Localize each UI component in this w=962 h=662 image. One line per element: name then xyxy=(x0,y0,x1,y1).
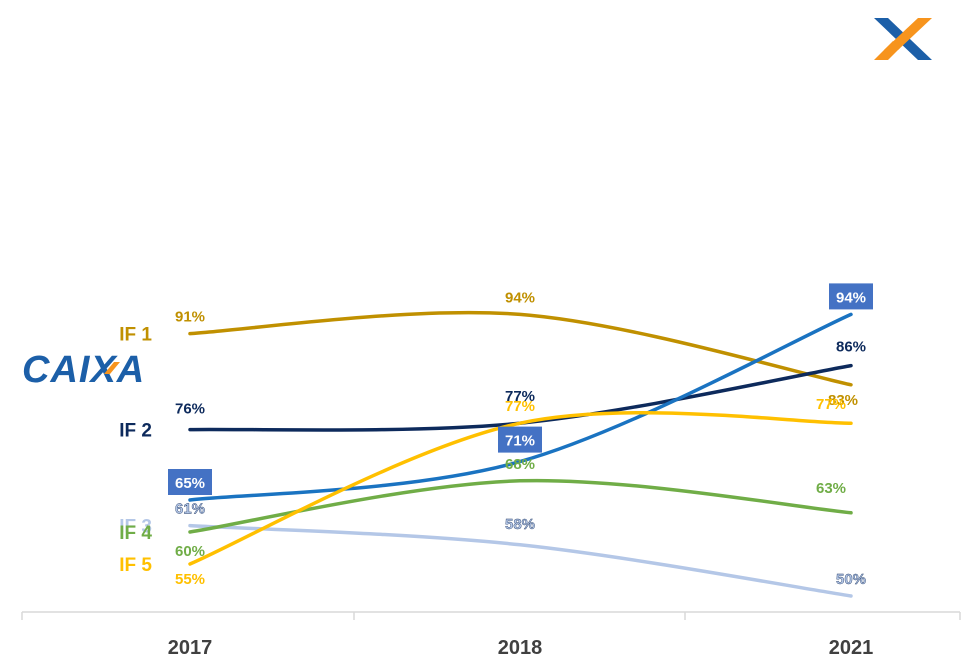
series-label-if-4: IF 4 xyxy=(119,523,152,544)
value-label: 94% xyxy=(836,289,866,306)
value-label: 61% xyxy=(175,501,205,518)
series-labels: IF 1 IF 2 IF 3IF 4 IF 5 xyxy=(119,325,152,576)
value-label: 55% xyxy=(175,571,205,588)
value-label: 83% xyxy=(828,392,858,409)
value-label: 58% xyxy=(505,516,535,533)
value-label: 91% xyxy=(175,309,205,326)
caixa-logo: CAIXA xyxy=(22,349,145,391)
x-tick-label: 2017 xyxy=(168,637,213,659)
series-line-caixa xyxy=(188,312,853,502)
value-label: 60% xyxy=(175,543,205,560)
value-label: 68% xyxy=(505,456,535,473)
series-label-if-1: IF 1 xyxy=(119,325,152,346)
caixa-x-logo-icon xyxy=(874,18,932,60)
x-tick-label: 2018 xyxy=(498,637,543,659)
series-line-if-5 xyxy=(188,411,853,566)
value-label: 76% xyxy=(175,401,205,418)
x-axis: 2017 2018 2021 xyxy=(21,611,961,659)
value-label: 50% xyxy=(836,571,866,588)
series-label-if-2: IF 2 xyxy=(119,421,152,442)
caixa-logo-accent xyxy=(104,362,120,374)
value-label: 71% xyxy=(505,433,535,450)
value-label: 77% xyxy=(505,388,535,405)
x-tick-label: 2021 xyxy=(829,637,874,659)
series-line-if-1 xyxy=(188,310,853,387)
value-label-box xyxy=(829,283,873,310)
value-labels: 91% 94% 83% 76% 77% 86% 65% 71% 94% 61% 58% 50% 60% 6… xyxy=(168,283,873,588)
value-label: 77% xyxy=(816,396,846,413)
value-label-box xyxy=(498,426,542,453)
value-label: 63% xyxy=(816,480,846,497)
series-label-if-3: IF 3 xyxy=(119,517,152,538)
series-label-if-5: IF 5 xyxy=(119,555,152,576)
series-line-if-3 xyxy=(188,523,853,598)
series-line-if-4 xyxy=(188,478,853,534)
value-label: 86% xyxy=(836,339,866,356)
caixa-logo-text: CAIXA xyxy=(22,349,145,391)
value-label: 77% xyxy=(505,398,535,415)
series-lines xyxy=(188,310,853,598)
value-label: 65% xyxy=(175,475,205,492)
value-label-box xyxy=(168,469,212,495)
value-label: 94% xyxy=(505,289,535,306)
